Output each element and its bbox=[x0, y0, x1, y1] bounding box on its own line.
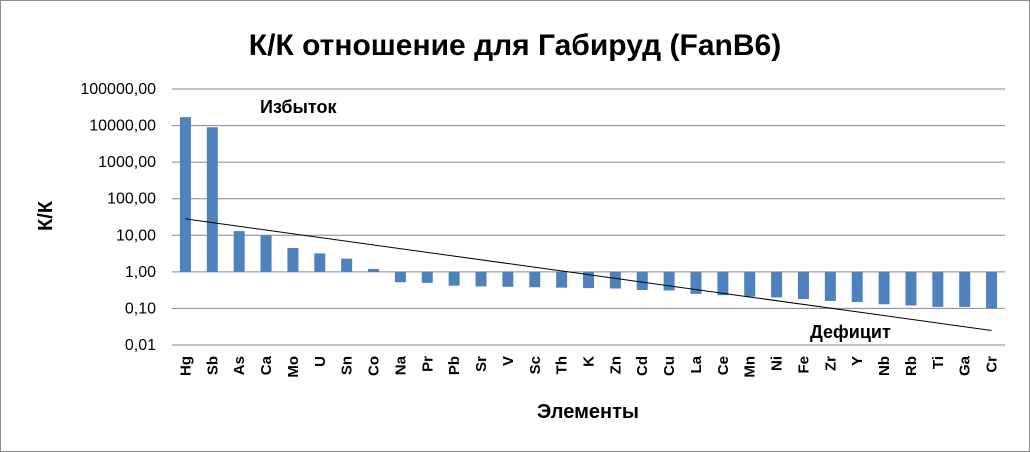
x-tick-label: Na bbox=[392, 355, 409, 375]
annotation-excess: Избыток bbox=[260, 97, 338, 117]
bar-co bbox=[368, 268, 380, 272]
bar-th bbox=[556, 271, 568, 288]
y-tick-label: 100,00 bbox=[107, 191, 156, 208]
bar-pr bbox=[421, 271, 433, 283]
y-tick-label: 10,00 bbox=[116, 227, 156, 244]
bar-sc bbox=[529, 271, 541, 288]
x-tick-label: V bbox=[500, 356, 517, 366]
bar-pb bbox=[448, 271, 460, 286]
bar-cu bbox=[663, 271, 675, 291]
bar-ga bbox=[959, 271, 971, 307]
x-tick-label: Sn bbox=[339, 356, 356, 375]
trendline bbox=[185, 218, 992, 331]
x-axis-ticks: Hg Sb As Ca Mo U Sn Co Na Pr Pb Sr V Sc Th K Zn Cd Cu La Ce M… bbox=[177, 355, 1000, 377]
y-tick-label: 1000,00 bbox=[98, 154, 156, 171]
x-tick-label: Sr bbox=[473, 356, 490, 372]
y-tick-label: 10000,00 bbox=[89, 118, 156, 135]
x-tick-label: Ni bbox=[769, 356, 786, 371]
x-tick-label: Cu bbox=[661, 356, 678, 376]
bar-zr bbox=[824, 271, 836, 301]
x-tick-label: Rb bbox=[903, 356, 920, 376]
x-tick-label: Cd bbox=[634, 356, 651, 376]
x-tick-label: Pr bbox=[419, 356, 436, 372]
bar-y bbox=[851, 271, 863, 302]
y-tick-label: 0,01 bbox=[125, 337, 156, 354]
bar-ce bbox=[717, 271, 729, 296]
bar-ti bbox=[932, 271, 944, 307]
chart-title: К/К отношение для Габируд (FanB6) bbox=[249, 29, 781, 62]
bar-sb bbox=[206, 127, 218, 272]
bar-sn bbox=[341, 258, 353, 272]
x-tick-label: Sc bbox=[527, 356, 544, 374]
y-tick-label: 100000,00 bbox=[80, 81, 156, 98]
y-tick-label: 0,10 bbox=[125, 300, 156, 317]
x-tick-label: Mo bbox=[285, 356, 302, 378]
x-tick-label: Ga bbox=[957, 355, 974, 376]
x-tick-label: Sb bbox=[204, 356, 221, 375]
x-tick-label: Zr bbox=[822, 356, 839, 371]
x-tick-label: Ti bbox=[930, 356, 947, 369]
bar-hg bbox=[179, 117, 191, 272]
bars bbox=[179, 117, 998, 309]
bar-mo bbox=[287, 247, 299, 272]
bar-ni bbox=[771, 271, 783, 298]
bar-fe bbox=[797, 271, 809, 300]
bar-k bbox=[583, 271, 594, 289]
bar-zn bbox=[609, 271, 621, 289]
bar-mn bbox=[744, 271, 756, 297]
x-tick-label: Cr bbox=[984, 356, 1001, 373]
bar-v bbox=[502, 271, 514, 287]
y-axis-ticks: 0,01 0,10 1,00 10,00 100,00 1000,00 10000,00 10… bbox=[80, 81, 156, 354]
x-tick-label: Fe bbox=[795, 356, 812, 374]
x-tick-label: Nb bbox=[876, 356, 893, 376]
bar-sr bbox=[475, 271, 487, 287]
bar-la bbox=[690, 271, 702, 294]
x-tick-label: Mn bbox=[742, 356, 759, 378]
x-tick-label: K bbox=[581, 356, 598, 367]
x-tick-label: Pb bbox=[446, 356, 463, 375]
x-tick-label: Co bbox=[366, 356, 383, 376]
x-tick-label: La bbox=[688, 355, 705, 373]
bar-rb bbox=[905, 271, 917, 306]
bar-cd bbox=[636, 271, 648, 290]
x-tick-label: As bbox=[231, 356, 248, 375]
bar-u bbox=[314, 253, 326, 272]
x-axis-label: Элементы bbox=[537, 401, 639, 423]
bar-cr bbox=[986, 271, 998, 309]
x-tick-label: Ce bbox=[715, 356, 732, 375]
x-tick-label: Y bbox=[849, 356, 866, 366]
x-tick-label: Th bbox=[554, 356, 571, 374]
x-tick-label: Zn bbox=[607, 356, 624, 374]
x-tick-label: U bbox=[312, 356, 329, 367]
x-tick-label: Hg bbox=[177, 356, 194, 376]
y-tick-label: 1,00 bbox=[125, 264, 156, 281]
gridlines bbox=[172, 88, 1005, 346]
bar-ca bbox=[260, 235, 272, 272]
x-tick-label: Ca bbox=[258, 355, 275, 375]
bar-as bbox=[233, 231, 245, 272]
bar-na bbox=[394, 271, 406, 283]
bar-nb bbox=[878, 271, 890, 305]
annotation-deficit: Дефицит bbox=[810, 322, 891, 342]
y-axis-label: К/К bbox=[35, 200, 57, 231]
